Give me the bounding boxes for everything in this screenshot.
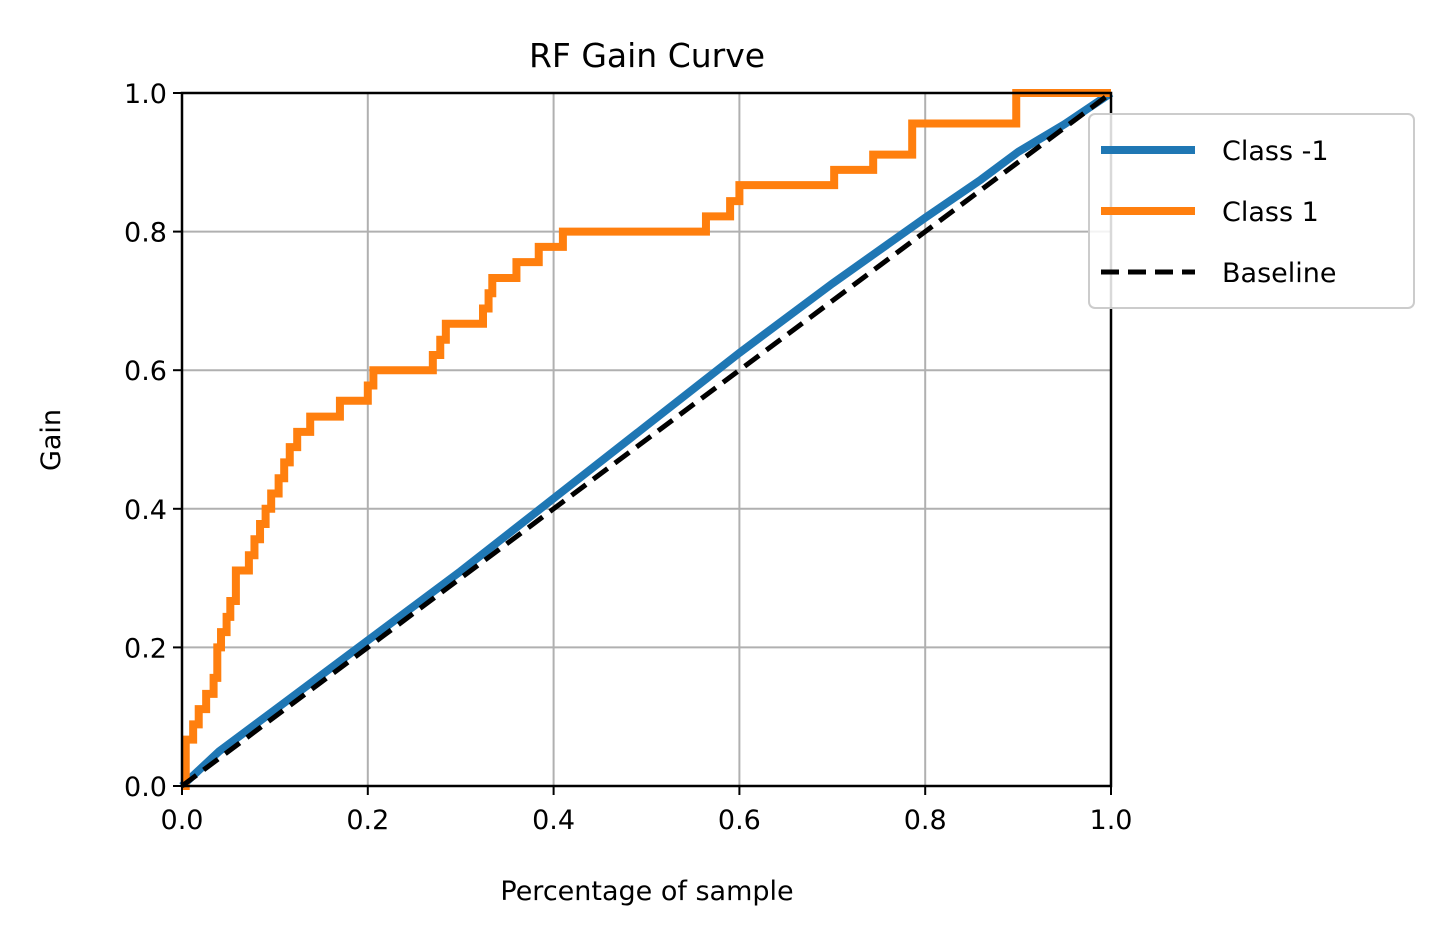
x-tick-label-2: 0.4 (532, 805, 575, 836)
y-tick-label-0: 0.0 (124, 772, 167, 803)
x-tick-label-5: 1.0 (1090, 805, 1133, 836)
series-line-baseline (182, 93, 1111, 786)
x-tick-label-1: 0.2 (346, 805, 389, 836)
chart-title: RF Gain Curve (529, 36, 765, 75)
y-tick-label-4: 0.8 (124, 218, 167, 249)
y-tick-label-2: 0.4 (124, 495, 167, 526)
y-tick-label-3: 0.6 (124, 356, 167, 387)
legend-label-class-1: Class -1 (1222, 136, 1329, 167)
legend-label-class-1: Class 1 (1222, 197, 1319, 228)
tick-layer: 0.0 0.2 0.4 0.6 0.8 1.0 0.0 0.2 0.4 0.6 0.8 1.0 (124, 79, 1132, 836)
legend: Class -1 Class 1 Baseline (1089, 114, 1414, 308)
legend-label-baseline: Baseline (1222, 258, 1336, 289)
x-tick-label-0: 0.0 (161, 805, 204, 836)
x-axis-label: Percentage of sample (500, 876, 793, 907)
x-tick-label-4: 0.8 (904, 805, 947, 836)
x-tick-label-3: 0.6 (718, 805, 761, 836)
y-tick-label-5: 1.0 (124, 79, 167, 110)
y-axis-label: Gain (36, 409, 67, 471)
series-layer (182, 93, 1111, 786)
y-tick-label-1: 0.2 (124, 633, 167, 664)
